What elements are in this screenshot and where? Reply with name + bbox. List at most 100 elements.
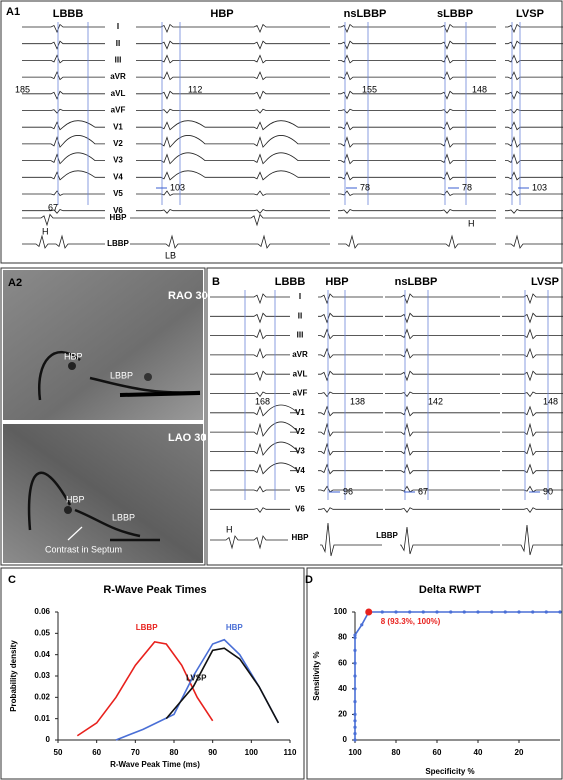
x-tick-label: 90 <box>208 748 217 757</box>
x-tick-label: 100 <box>348 748 362 757</box>
ecg-trace <box>22 234 105 249</box>
ecg-trace <box>502 507 563 513</box>
ecg-trace <box>136 190 330 197</box>
ecg-trace <box>505 40 563 50</box>
ecg-trace <box>385 485 500 493</box>
ecg-trace <box>22 23 105 34</box>
ecg-trace <box>505 71 563 81</box>
ecg-trace <box>338 190 420 197</box>
rwpt-value: 78 <box>462 182 472 192</box>
ecg-trace <box>22 108 105 114</box>
ecg-trace <box>502 312 563 324</box>
catheter-label: Contrast in Septum <box>45 544 122 554</box>
lead-label: V5 <box>295 485 305 494</box>
ecg-trace <box>318 391 383 398</box>
ecg-trace <box>502 391 563 398</box>
y-tick-label: 0.03 <box>34 671 50 680</box>
ecg-trace <box>136 170 330 181</box>
ecg-trace <box>420 23 496 34</box>
ecg-trace <box>130 213 330 227</box>
ecg-trace <box>136 120 330 131</box>
ecg-trace <box>22 170 105 181</box>
ecg-trace <box>338 90 420 100</box>
measurement: 142 <box>428 396 443 406</box>
ecg-trace <box>505 153 563 165</box>
point <box>408 610 412 614</box>
lead-label: I <box>117 22 119 31</box>
ecg-trace <box>385 463 500 475</box>
ecg-trace <box>502 347 563 359</box>
point <box>353 712 357 717</box>
ecg-trace <box>505 208 563 214</box>
highlight-label: 8 (93.3%, 100%) <box>381 617 441 626</box>
annotation: H <box>468 218 475 228</box>
ecg-trace <box>385 442 500 456</box>
panel-label: A2 <box>8 277 22 289</box>
ecg-trace <box>136 135 330 148</box>
ecg-trace <box>338 23 420 34</box>
chart-title: R-Wave Peak Times <box>103 584 206 596</box>
ecg-trace <box>505 54 563 64</box>
lead-label: III <box>115 56 122 65</box>
annotation: H <box>226 524 233 534</box>
lead-label: V1 <box>295 408 305 417</box>
ecg-trace <box>210 507 290 513</box>
x-tick-label: 110 <box>284 748 297 757</box>
series-label: LVSP <box>186 673 207 682</box>
ecg-trace <box>338 153 420 165</box>
ecg-trace <box>22 40 105 50</box>
ecg-trace <box>505 136 563 148</box>
lead-label: V6 <box>295 504 305 513</box>
ecg-trace <box>210 312 290 324</box>
ecg-trace <box>505 171 563 181</box>
ecg-trace <box>505 23 563 34</box>
ecg-trace <box>505 108 563 114</box>
ecg-trace <box>505 121 563 131</box>
electrode <box>144 373 152 381</box>
ecg-trace <box>136 152 330 165</box>
ecg-trace <box>22 152 105 165</box>
series-line <box>76 640 214 737</box>
column-header: LVSP <box>531 276 559 288</box>
ecg-trace <box>420 54 496 64</box>
point <box>435 610 439 614</box>
ecg-trace <box>22 190 105 197</box>
ecg-trace <box>318 328 383 340</box>
point <box>353 633 357 637</box>
column-header: HBP <box>325 276 348 288</box>
panel-label: D <box>305 574 313 586</box>
lead-label: I <box>299 292 301 301</box>
fluoro-image <box>3 424 203 563</box>
series-line <box>115 638 280 741</box>
rwpt-value: 103 <box>532 182 547 192</box>
ecg-trace <box>502 422 563 437</box>
catheter-label: LBBP <box>112 512 135 522</box>
ecg-trace <box>338 121 420 131</box>
y-axis-label: Sensitivity % <box>312 651 321 700</box>
point <box>353 636 357 640</box>
ecg-trace <box>385 405 500 417</box>
y-tick-label: 0.05 <box>34 628 50 637</box>
lead-label: aVF <box>293 389 308 398</box>
ecg-trace <box>136 54 330 64</box>
ecg-trace <box>318 293 383 305</box>
panel-border <box>0 0 563 264</box>
catheter-label: HBP <box>66 494 85 504</box>
series-label: LBBP <box>136 623 158 632</box>
lead-label: aVF <box>111 106 126 115</box>
column-header: LBBB <box>53 8 84 20</box>
ecg-trace <box>136 40 330 50</box>
ecg-trace <box>385 391 500 398</box>
ecg-trace <box>420 40 496 50</box>
x-axis-label: Specificity % <box>425 767 474 776</box>
point <box>380 610 384 614</box>
ecg-trace <box>502 442 563 456</box>
annotation: LB <box>165 250 176 260</box>
rwpt-value: 90 <box>543 486 553 496</box>
ecg-trace <box>420 90 496 100</box>
y-axis-label: Probability density <box>9 640 18 712</box>
lead-label: HBP <box>292 533 310 542</box>
point <box>353 719 357 723</box>
view-label: RAO 30 <box>168 290 208 302</box>
